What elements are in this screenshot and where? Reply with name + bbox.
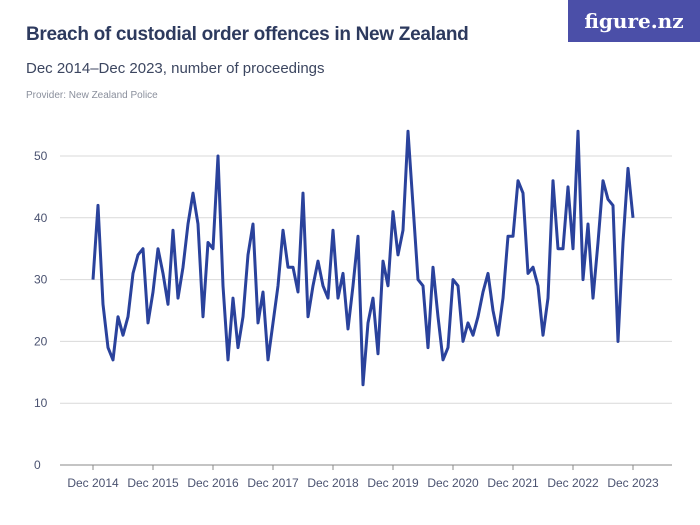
x-tick-label: Dec 2015	[127, 476, 179, 490]
x-tick-label: Dec 2018	[307, 476, 359, 490]
series-line	[91, 129, 635, 387]
chart-subtitle: Dec 2014–Dec 2023, number of proceedings	[26, 60, 325, 77]
y-tick-label: 50	[34, 149, 48, 163]
figure-nz-logo[interactable]: figure.nz	[568, 0, 700, 42]
chart-title: Breach of custodial order offences in Ne…	[26, 24, 469, 45]
x-tick-label: Dec 2022	[547, 476, 599, 490]
y-tick-label: 40	[34, 211, 48, 225]
x-tick-label: Dec 2017	[247, 476, 299, 490]
x-tick-label: Dec 2019	[367, 476, 419, 490]
x-tick-label: Dec 2014	[67, 476, 119, 490]
x-tick-label: Dec 2021	[487, 476, 539, 490]
y-tick-label: 30	[34, 273, 48, 287]
y-tick-label: 0	[34, 458, 41, 472]
x-tick-label: Dec 2020	[427, 476, 479, 490]
y-tick-label: 10	[34, 396, 48, 410]
x-tick-label: Dec 2023	[607, 476, 659, 490]
x-tick-label: Dec 2016	[187, 476, 239, 490]
y-tick-label: 20	[34, 334, 48, 348]
provider-note: Provider: New Zealand Police	[26, 90, 158, 101]
